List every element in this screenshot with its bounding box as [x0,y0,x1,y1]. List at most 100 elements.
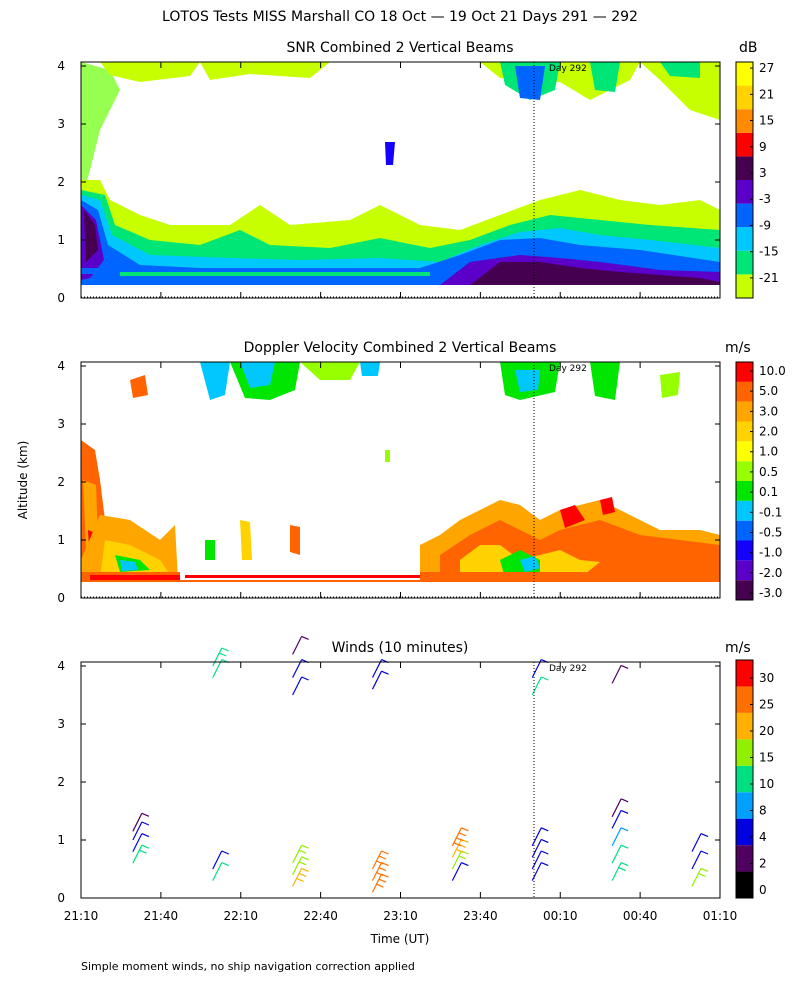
winds-day-marker-label: Day 292 [549,664,587,674]
x-tick-label: 00:40 [623,909,658,923]
wind-barb [212,862,229,881]
colorbar-frame [735,61,754,299]
colorbar-label: 3.0 [759,404,778,418]
colorbar-label: 3 [759,166,767,180]
colorbar-label: 15 [759,751,774,765]
wind-barbs [132,635,709,893]
colorbar-segment [736,686,753,713]
colorbar-segment [736,441,753,462]
y-tick-label: 4 [57,359,65,373]
doppler-units: m/s [725,340,751,356]
colorbar-label: 15 [759,114,774,128]
colorbar-frame [735,659,754,899]
wind-barb [212,647,229,667]
y-tick-label: 3 [57,117,65,131]
y-tick-label: 3 [57,717,65,731]
colorbar-label: -21 [759,271,779,285]
snr-panel-title: SNR Combined 2 Vertical Beams [286,40,513,56]
wind-barb [132,812,150,832]
colorbar-segment [736,500,753,521]
colorbar-label: -15 [759,245,779,259]
colorbar-segment [736,461,753,481]
y-tick-label: 2 [57,775,65,789]
wind-barb [292,844,309,864]
x-tick-label: 21:40 [144,909,179,923]
wind-barb [691,867,709,887]
wind-barb [292,635,309,655]
wind-barb [611,809,629,829]
colorbar-segment [736,540,753,561]
wind-barb [132,821,150,841]
wind-barb [691,833,709,852]
colorbar-segment [736,660,753,687]
colorbar-segment [736,274,753,298]
wind-barb [371,850,389,870]
colorbar-label: 2 [759,857,767,871]
x-axis-label: Time (UT) [370,932,430,946]
wind-barb [611,798,629,818]
colorbar-segment [736,818,753,846]
colorbar-label: 10 [759,777,774,791]
colorbar-segment [736,381,753,402]
winds-units: m/s [725,640,751,656]
wind-barb [292,676,309,696]
footnote: Simple moment winds, no ship navigation … [81,960,415,973]
y-tick-label: 2 [57,175,65,189]
x-tick-label: 00:10 [543,909,578,923]
x-tick-label: 22:10 [223,909,258,923]
colorbar-label: 4 [759,830,767,844]
x-tick-label: 01:10 [703,909,738,923]
y-tick-label: 4 [57,59,65,73]
y-tick-label: 0 [57,891,65,905]
colorbar-segment [736,203,753,228]
winds-panel-title: Winds (10 minutes) [332,640,469,656]
doppler-heatmap [81,362,720,598]
colorbar-label: 30 [759,671,774,685]
wind-barb [292,867,309,887]
colorbar-label: 10.0 [759,364,786,378]
wind-barb [451,862,469,881]
colorbar-segment [736,520,753,541]
figure-title: LOTOS Tests MISS Marshall CO 18 Oct — 19… [162,9,638,25]
wind-barb [531,676,549,696]
colorbar-segment [736,580,753,600]
snr-panel: SNR Combined 2 Vertical Beams [80,40,758,299]
y-tick-label: 3 [57,417,65,431]
y-tick-label: 2 [57,475,65,489]
colorbar-label: 5.0 [759,384,778,398]
snr-heatmap [81,62,720,298]
colorbar-segment [736,845,753,872]
colorbar-label: -2.0 [759,566,782,580]
colorbar-segment [736,132,753,157]
y-tick-label: 0 [57,591,65,605]
x-tick-label: 23:10 [383,909,418,923]
wind-barb [371,670,389,690]
colorbar-segment [736,792,753,819]
colorbar-label: -9 [759,218,771,232]
snr-region-upper-green [81,62,120,200]
colorbar-label: 1.0 [759,445,778,459]
wind-barb [371,862,389,881]
colorbar-segment [736,362,753,382]
wind-barb [292,856,309,876]
colorbar-segment [736,712,753,740]
x-tick-label: 22:40 [303,909,338,923]
colorbar-label: 8 [759,804,767,818]
colorbar-segment [736,109,753,133]
colorbar-label: 20 [759,724,774,738]
colorbar-segment [736,85,753,110]
winds-panel: Winds (10 minutes) Day 292 m/s [80,635,751,899]
snr-units: dB [739,40,758,56]
doppler-day-marker-label: Day 292 [549,364,587,374]
colorbar-label: 0.5 [759,465,778,479]
colorbar-frame [735,361,754,601]
colorbars: -21 -15 -9 -3 3 9 15 21 27 10.0 5.0 3.0 2.0 1.0 0.5 0.1… [735,61,786,899]
doppler-panel-title: Doppler Velocity Combined 2 Vertical Bea… [244,340,557,356]
colorbar-segment [736,401,753,422]
colorbar-label: 0.1 [759,485,778,499]
colorbar-label: -0.1 [759,505,782,519]
snr-day-marker-label: Day 292 [549,64,587,74]
snr-region-top-band [100,62,200,82]
wind-barb [691,850,709,870]
